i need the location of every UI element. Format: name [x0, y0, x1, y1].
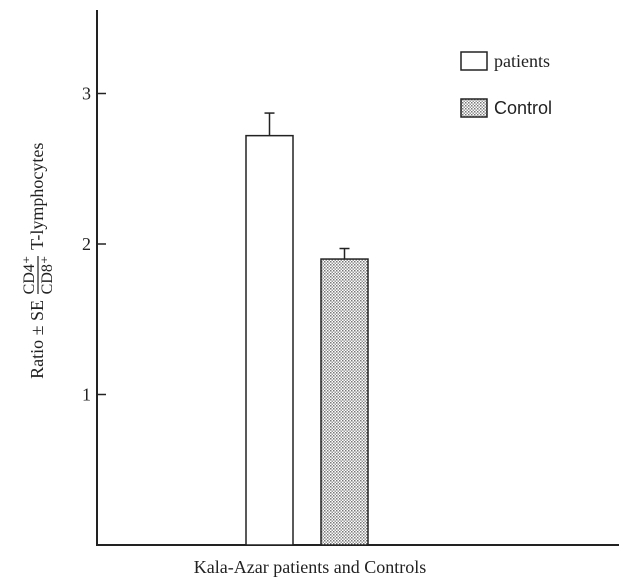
- y-ticks: 1 2 3: [82, 84, 106, 405]
- legend-label-control: Control: [494, 98, 552, 118]
- x-axis-label: Kala-Azar patients and Controls: [194, 557, 426, 577]
- legend-swatch-control: [460, 98, 488, 118]
- bar-patients: [245, 134, 294, 546]
- y-label-suffix: T-lymphocytes: [27, 143, 47, 250]
- bar-control: [320, 258, 369, 546]
- y-axis-label: Ratio ± SE CD4⁺ CD8⁺ T-lymphocytes: [21, 143, 56, 379]
- legend-swatch-patients: [460, 51, 488, 71]
- y-tick-label: 2: [82, 234, 91, 254]
- y-tick-label: 1: [82, 385, 91, 405]
- legend: patients Control: [460, 51, 552, 118]
- y-tick-label: 3: [82, 84, 91, 104]
- y-label-prefix: Ratio ± SE: [27, 300, 47, 379]
- bars: [245, 112, 369, 546]
- legend-label-patients: patients: [494, 51, 550, 71]
- y-label-numerator: CD4⁺: [21, 256, 38, 295]
- y-label-denominator: CD8⁺: [39, 256, 56, 295]
